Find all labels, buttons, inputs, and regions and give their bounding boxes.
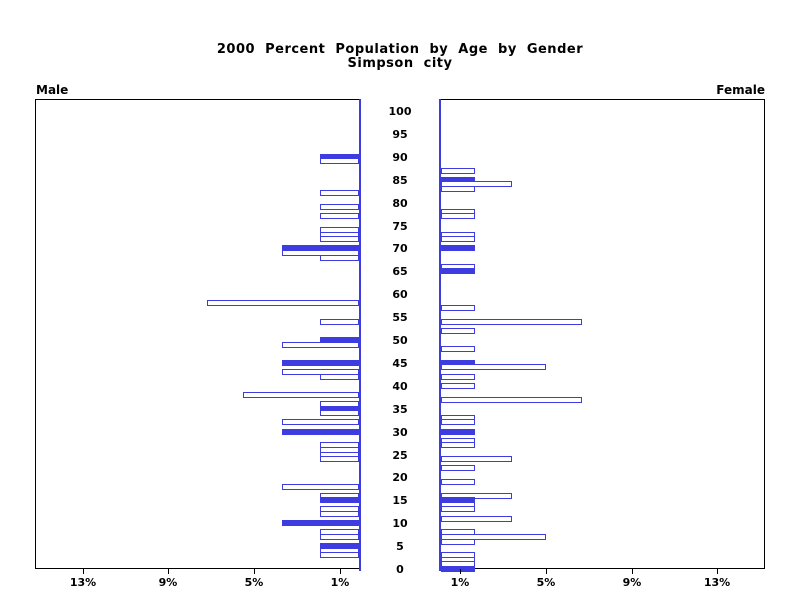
age-tick-label-15: 15 (392, 494, 408, 507)
female-bar-age-52 (441, 328, 475, 334)
female-bar-age-16 (441, 493, 512, 499)
male-bar-age-7 (320, 534, 359, 540)
female-pct-tick-9 (632, 569, 633, 574)
female-bar-age-7 (441, 534, 546, 540)
female-bar-age-87 (441, 168, 475, 174)
age-tick-label-90: 90 (392, 151, 408, 164)
age-tick-label-30: 30 (392, 426, 408, 439)
female-bar-age-30 (441, 429, 475, 435)
age-tick-label-35: 35 (392, 403, 408, 416)
age-axis: 0 5 10 15 20 25 30 35 40 45 50 55 60 65 70 75 80 85 90 95 10… (361, 0, 439, 600)
female-bar-age-0 (441, 566, 475, 572)
female-bar-age-22 (441, 465, 475, 471)
female-bar-age-72 (441, 236, 475, 242)
female-bar-age-32 (441, 419, 475, 425)
male-pct-tick-13 (83, 569, 84, 574)
age-tick-label-100: 100 (388, 105, 412, 118)
male-bar-age-49 (282, 342, 359, 348)
age-tick-label-0: 0 (396, 563, 404, 576)
chart-title: 2000 Percent Population by Age by Gender (216, 42, 584, 57)
age-tick-label-60: 60 (392, 288, 408, 301)
female-bar-age-44 (441, 364, 546, 370)
female-bar-age-19 (441, 479, 475, 485)
age-tick-label-95: 95 (392, 128, 408, 141)
female-bar-age-65 (441, 268, 475, 274)
female-bar-age-27 (441, 442, 475, 448)
age-tick-label-85: 85 (392, 174, 408, 187)
female-pct-tick-label-1: 1% (450, 576, 470, 589)
female-bar-age-77 (441, 213, 475, 219)
male-bar-age-30 (282, 429, 359, 435)
female-bar-age-57 (441, 305, 475, 311)
male-pct-tick-1 (340, 569, 341, 574)
female-bar-age-11 (441, 516, 512, 522)
male-bar-age-82 (320, 190, 359, 196)
male-pct-tick-5 (254, 569, 255, 574)
female-bar-age-40 (441, 383, 475, 389)
male-pct-tick-label-9: 9% (158, 576, 178, 589)
female-zero-axis-line (439, 99, 441, 571)
male-bar-age-77 (320, 213, 359, 219)
male-bar-age-54 (320, 319, 359, 325)
female-panel (439, 99, 765, 572)
female-bar-age-83 (441, 186, 475, 192)
female-bar-age-37 (441, 397, 582, 403)
male-bar-age-15 (320, 497, 359, 503)
female-bar-age-6 (441, 539, 475, 545)
age-tick-label-50: 50 (392, 334, 408, 347)
age-tick-label-25: 25 (392, 449, 408, 462)
age-tick-label-70: 70 (392, 242, 408, 255)
female-panel-label: Female (716, 83, 765, 97)
male-bar-age-12 (320, 511, 359, 517)
age-tick-label-10: 10 (392, 517, 408, 530)
male-panel-label: Male (36, 83, 69, 97)
age-tick-label-40: 40 (392, 380, 408, 393)
male-zero-axis-line (359, 99, 361, 571)
female-pct-tick-5 (546, 569, 547, 574)
male-bar-age-34 (320, 410, 359, 416)
age-tick-label-45: 45 (392, 357, 408, 370)
male-pct-tick-label-5: 5% (244, 576, 264, 589)
male-panel (35, 99, 361, 571)
male-bar-age-72 (320, 236, 359, 242)
male-bar-age-45 (282, 360, 359, 366)
chart-subtitle: Simpson city (347, 56, 453, 71)
age-tick-label-20: 20 (392, 471, 408, 484)
male-bar-age-68 (320, 255, 359, 261)
male-bar-age-32 (282, 419, 359, 425)
age-tick-label-55: 55 (392, 311, 408, 324)
male-bar-age-42 (320, 374, 359, 380)
female-pct-tick-1 (460, 569, 461, 574)
male-bar-age-18 (282, 484, 359, 490)
male-bar-age-89 (320, 158, 359, 164)
female-bar-age-54 (441, 319, 582, 325)
age-tick-label-75: 75 (392, 220, 408, 233)
male-pct-tick-9 (168, 569, 169, 574)
female-bar-age-13 (441, 506, 475, 512)
male-bar-age-38 (243, 392, 359, 398)
female-bar-age-84 (441, 181, 512, 187)
male-bar-age-3 (320, 552, 359, 558)
male-bar-age-24 (320, 456, 359, 462)
female-pct-tick-label-13: 13% (703, 576, 731, 589)
female-pct-tick-label-5: 5% (536, 576, 556, 589)
age-tick-label-80: 80 (392, 197, 408, 210)
male-pct-tick-label-13: 13% (69, 576, 97, 589)
male-bar-age-10 (282, 520, 359, 526)
female-pct-tick-13 (717, 569, 718, 574)
age-tick-label-65: 65 (392, 265, 408, 278)
female-pct-tick-label-9: 9% (622, 576, 642, 589)
male-bar-age-79 (320, 204, 359, 210)
male-bar-age-58 (207, 300, 359, 306)
female-bar-age-48 (441, 346, 475, 352)
female-bar-age-24 (441, 456, 512, 462)
female-bar-age-70 (441, 245, 475, 251)
age-tick-label-5: 5 (396, 540, 404, 553)
male-pct-tick-label-1: 1% (330, 576, 350, 589)
female-bar-age-42 (441, 374, 475, 380)
